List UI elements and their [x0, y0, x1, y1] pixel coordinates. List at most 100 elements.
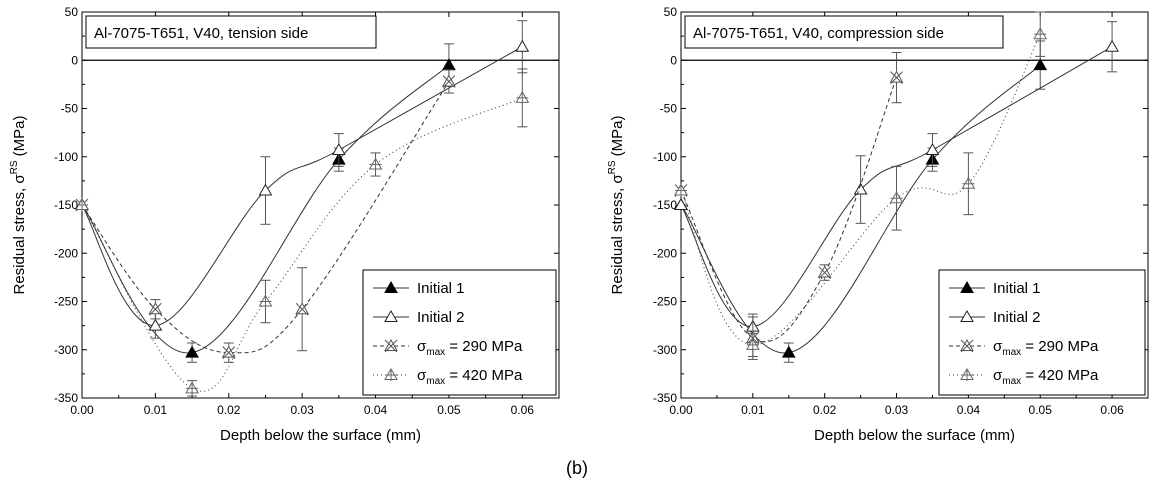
- x-tick-label: 0.02: [813, 403, 837, 417]
- y-tick-label: -350: [54, 391, 78, 405]
- legend-frame: [938, 269, 1146, 396]
- x-tick-label: 0.05: [1029, 403, 1053, 417]
- y-tick-label: 50: [65, 5, 79, 19]
- legend-label: σmax = 290 MPa: [417, 338, 523, 358]
- x-tick-label: 0.01: [741, 403, 765, 417]
- x-tick-label: 0.03: [885, 403, 909, 417]
- y-axis-title: Residual stress, σRS (MPa): [607, 115, 626, 294]
- y-tick-label: -50: [660, 102, 678, 116]
- series-4: [75, 68, 530, 397]
- x-tick-label: 0.06: [1100, 403, 1124, 417]
- y-tick-label: -50: [61, 102, 79, 116]
- y-tick-label: -100: [54, 150, 78, 164]
- y-axis: 50 0 -50 -100 -150 -200 -250 -300 -350: [54, 5, 559, 405]
- x-tick-label: 0.04: [364, 403, 388, 417]
- y-tick-label: -200: [653, 246, 677, 260]
- x-tick-label: 0.03: [290, 403, 314, 417]
- data-point: [295, 302, 310, 316]
- legend-label: Initial 1: [993, 280, 1041, 297]
- data-point: [75, 197, 89, 211]
- panel-title-frame: [684, 15, 1004, 49]
- y-axis-title-sup: RS: [9, 160, 20, 174]
- y-tick-label: 0: [71, 53, 78, 67]
- data-point: [889, 70, 904, 84]
- data-point: [368, 157, 383, 171]
- data-point: [1033, 27, 1048, 41]
- series-line: [81, 64, 450, 354]
- data-point: [442, 74, 456, 88]
- y-axis-title-main: Residual stress, σ: [609, 174, 626, 295]
- series-line: [81, 81, 450, 354]
- y-axis-title-sup: RS: [607, 160, 618, 174]
- x-tick-label: 0.04: [957, 403, 981, 417]
- data-point: [853, 182, 868, 195]
- legend-item: Initial 2: [373, 309, 465, 326]
- x-tick-label: 0.02: [217, 403, 241, 417]
- data-point: [515, 39, 530, 52]
- legend-item: σmax = 420 MPa: [949, 367, 1099, 387]
- data-point: [925, 142, 940, 155]
- legend-item: σmax = 420 MPa: [373, 367, 523, 387]
- legend-item: Initial 2: [949, 309, 1041, 326]
- data-point: [889, 191, 904, 205]
- legend-label: σmax = 420 MPa: [993, 367, 1099, 387]
- data-point: [961, 176, 976, 190]
- data-point: [674, 183, 688, 197]
- legend-marker: [960, 338, 974, 353]
- y-tick-label: -300: [54, 343, 78, 357]
- x-axis: 0.00 0.01 0.02 0.03 0.04 0.05 0.06: [669, 12, 1124, 417]
- y-tick-label: -350: [653, 391, 677, 405]
- x-tick-label: 0.06: [511, 403, 535, 417]
- panel-title-box: Al-7075-T651, V40, compression side: [684, 15, 1004, 49]
- data-point: [185, 381, 199, 395]
- legend: Initial 1 Initial 2 σmax = 290 MPa σmax = 4…: [362, 269, 557, 396]
- legend-marker: [384, 309, 398, 322]
- data-point: [745, 337, 760, 351]
- y-tick-label: -150: [54, 198, 78, 212]
- series-4: [674, 11, 1048, 358]
- y-tick-label: -200: [54, 246, 78, 260]
- data-point: [221, 345, 236, 359]
- data-point: [258, 294, 273, 308]
- y-axis-title-main: Residual stress, σ: [11, 174, 28, 295]
- x-axis: 0.00 0.01 0.02 0.03 0.04 0.05 0.06: [70, 12, 534, 417]
- series-line: [81, 97, 523, 392]
- x-tick-label: 0.05: [437, 403, 461, 417]
- x-tick-label: 0.00: [70, 403, 94, 417]
- data-point: [258, 183, 273, 196]
- legend-marker: [960, 309, 974, 322]
- x-axis-title: Depth below the surface (mm): [814, 427, 1015, 444]
- legend-marker: [384, 367, 398, 381]
- legend-marker: [384, 280, 398, 293]
- data-point: [1033, 58, 1048, 71]
- y-tick-label: -250: [653, 295, 677, 309]
- legend-label: Initial 1: [417, 280, 465, 297]
- y-tick-label: -150: [653, 198, 677, 212]
- y-axis: 50 0 -50 -100 -150 -200 -250 -300 -350: [653, 5, 1148, 405]
- legend-item: Initial 1: [949, 280, 1041, 297]
- y-tick-label: -100: [653, 150, 677, 164]
- legend-item: σmax = 290 MPa: [373, 338, 523, 358]
- y-axis-title-unit: (MPa): [11, 115, 28, 160]
- data-point: [1105, 39, 1119, 52]
- series-3: [674, 52, 904, 360]
- legend-label: σmax = 290 MPa: [993, 338, 1099, 358]
- x-tick-label: 0.01: [144, 403, 168, 417]
- legend-label: σmax = 420 MPa: [417, 367, 523, 387]
- series-line: [680, 64, 1041, 354]
- legend: Initial 1 Initial 2 σmax = 290 MPa σmax = 4…: [938, 269, 1146, 396]
- legend-marker: [960, 367, 974, 381]
- data-point: [185, 345, 199, 358]
- y-tick-label: -250: [54, 295, 78, 309]
- series-line: [680, 77, 897, 343]
- x-tick-label: 0.00: [669, 403, 693, 417]
- y-tick-label: 0: [670, 53, 677, 67]
- data-point: [148, 318, 163, 331]
- y-axis-title-unit: (MPa): [609, 115, 626, 160]
- figure-caption: (b): [566, 458, 588, 478]
- y-tick-label: -300: [653, 343, 677, 357]
- y-tick-label: 50: [664, 5, 678, 19]
